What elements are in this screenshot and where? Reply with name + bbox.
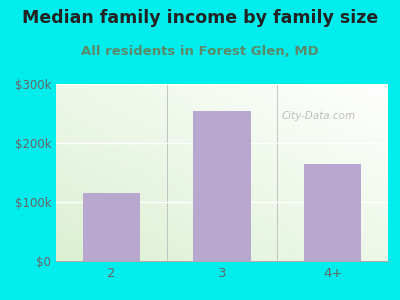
Bar [193, 110, 251, 261]
Bar [82, 193, 140, 261]
Bar [304, 164, 362, 261]
Text: City-Data.com: City-Data.com [282, 111, 356, 121]
Text: All residents in Forest Glen, MD: All residents in Forest Glen, MD [81, 45, 319, 58]
Text: Median family income by family size: Median family income by family size [22, 9, 378, 27]
